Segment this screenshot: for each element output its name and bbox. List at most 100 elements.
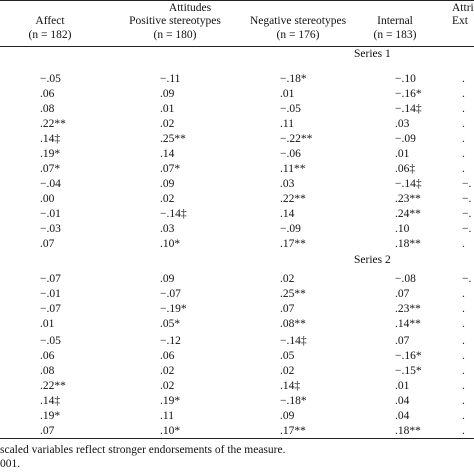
cell-affect: .07 xyxy=(40,425,55,437)
cell-internal: .04 xyxy=(395,410,410,422)
cell-affect: .22** xyxy=(40,380,66,392)
cell-positive-stereotypes: .25** xyxy=(160,133,186,145)
col-header-negative-stereotypes: Negative stereotypes xyxy=(249,15,347,27)
cell-affect: .19* xyxy=(40,148,61,160)
cell-internal: .18** xyxy=(395,238,421,250)
cell-internal: −.09 xyxy=(395,133,416,145)
cell-internal: −.14‡ xyxy=(395,103,422,115)
cell-external: . xyxy=(462,380,465,392)
cell-internal: .23** xyxy=(395,193,421,205)
table-row: .06 .06 .05 −.16*. xyxy=(0,348,474,364)
cell-negative-stereotypes: .17** xyxy=(280,425,306,437)
cell-positive-stereotypes: .10* xyxy=(160,425,181,437)
cell-positive-stereotypes: −.12 xyxy=(160,335,181,347)
cell-affect: .07* xyxy=(40,163,61,175)
table-row: .19* .14 −.06 .01. xyxy=(0,146,474,162)
col-header-affect: Affect xyxy=(35,15,65,27)
table-row: −.04 .09 .03 −.14‡ −. xyxy=(0,176,474,192)
cell-external: . xyxy=(462,163,465,175)
table-row: .19* .11 .09 .04. xyxy=(0,408,474,424)
cell-negative-stereotypes: .01 xyxy=(280,88,295,100)
footnote-1: scaled variables reflect stronger endors… xyxy=(0,444,286,456)
cell-positive-stereotypes: .19* xyxy=(160,395,181,407)
cell-positive-stereotypes: .09 xyxy=(160,273,175,285)
top-rule xyxy=(0,0,474,1)
table-row: .14‡ .25** −.22** −.09. xyxy=(0,131,474,147)
cell-positive-stereotypes: .02 xyxy=(160,118,175,130)
cell-positive-stereotypes: .06 xyxy=(160,350,175,362)
cell-positive-stereotypes: .02 xyxy=(160,365,175,377)
col-header-internal: Internal xyxy=(377,15,413,27)
cell-external: . xyxy=(462,365,465,377)
table-row: .22** .02 .11 .03. xyxy=(0,116,474,132)
cell-negative-stereotypes: .09 xyxy=(280,410,295,422)
table-row: −.05 −.12 −.14‡ .07. xyxy=(0,333,474,349)
cell-positive-stereotypes: −.07 xyxy=(160,288,181,300)
cell-affect: .14‡ xyxy=(40,395,61,407)
cell-positive-stereotypes: −.19* xyxy=(160,303,187,315)
cell-external: . xyxy=(462,303,465,315)
table-row: .07 .10* .17** .18**. xyxy=(0,423,474,439)
cell-affect: .14‡ xyxy=(40,133,61,145)
cell-negative-stereotypes: .11 xyxy=(280,118,294,130)
cell-negative-stereotypes: .22** xyxy=(280,193,306,205)
cell-affect: .19* xyxy=(40,410,61,422)
col-n-positive-stereotypes: (n = 180) xyxy=(153,29,197,41)
cell-affect: .08 xyxy=(40,103,55,115)
cell-affect: −.07 xyxy=(40,273,61,285)
col-n-negative-stereotypes: (n = 176) xyxy=(276,29,320,41)
cell-negative-stereotypes: −.18* xyxy=(280,73,307,85)
cell-external: . xyxy=(462,335,465,347)
cell-external: . xyxy=(462,103,465,115)
cell-internal: .01 xyxy=(395,380,410,392)
cell-affect: .07 xyxy=(40,238,55,250)
table-row: −.07 −.19* .07 .23**. xyxy=(0,301,474,317)
cell-positive-stereotypes: .02 xyxy=(160,380,175,392)
cell-internal: .07 xyxy=(395,288,410,300)
attitudes-group-label: Attitudes xyxy=(168,2,212,14)
cell-external: . xyxy=(462,318,465,330)
cell-negative-stereotypes: .02 xyxy=(280,365,295,377)
col-n-internal: (n = 183) xyxy=(373,29,417,41)
cell-negative-stereotypes: .08** xyxy=(280,318,306,330)
cell-negative-stereotypes: −.14‡ xyxy=(280,335,307,347)
cell-affect: .01 xyxy=(40,318,55,330)
bottom-rule xyxy=(0,438,474,439)
cell-affect: .08 xyxy=(40,365,55,377)
cell-internal: .24** xyxy=(395,208,421,220)
cell-external: −. xyxy=(462,208,472,220)
table-row: .00 .02 .22** .23** −. xyxy=(0,191,474,207)
table-row: −.07 .09 .02 −.08 −. xyxy=(0,271,474,287)
table-row: .08 .01 −.05 −.14‡. xyxy=(0,101,474,117)
cell-positive-stereotypes: .05* xyxy=(160,318,181,330)
cell-negative-stereotypes: −.22** xyxy=(280,133,313,145)
cell-internal: −.10 xyxy=(395,73,416,85)
cell-affect: −.04 xyxy=(40,178,61,190)
cell-affect: −.05 xyxy=(40,335,61,347)
cell-affect: .22** xyxy=(40,118,66,130)
cell-negative-stereotypes: −.06 xyxy=(280,148,301,160)
cell-affect: .06 xyxy=(40,350,55,362)
cell-negative-stereotypes: .14 xyxy=(280,208,295,220)
cell-affect: −.01 xyxy=(40,288,61,300)
cell-negative-stereotypes: .03 xyxy=(280,178,295,190)
cell-affect: −.05 xyxy=(40,73,61,85)
table-row: −.03 .03 −.09 .10 −. xyxy=(0,221,474,237)
header-rule xyxy=(0,46,474,47)
cell-internal: −.16* xyxy=(395,350,422,362)
cell-external: −. xyxy=(462,223,472,235)
cell-negative-stereotypes: .02 xyxy=(280,273,295,285)
cell-negative-stereotypes: .25** xyxy=(280,288,306,300)
cell-external: . xyxy=(462,238,465,250)
cell-affect: .06 xyxy=(40,88,55,100)
cell-positive-stereotypes: .14 xyxy=(160,148,175,160)
table-row: .22** .02 .14‡ .01. xyxy=(0,378,474,394)
series-1-label: Series 1 xyxy=(354,48,391,60)
cell-positive-stereotypes: .02 xyxy=(160,193,175,205)
table-row: −.01 −.07 .25** .07. xyxy=(0,286,474,302)
cell-external: . xyxy=(462,88,465,100)
attributions-group-label: Attrib xyxy=(452,2,474,14)
table-row: .06 .09 .01 −.16*. xyxy=(0,86,474,102)
series-2-label: Series 2 xyxy=(354,254,391,266)
cell-internal: .14** xyxy=(395,318,421,330)
